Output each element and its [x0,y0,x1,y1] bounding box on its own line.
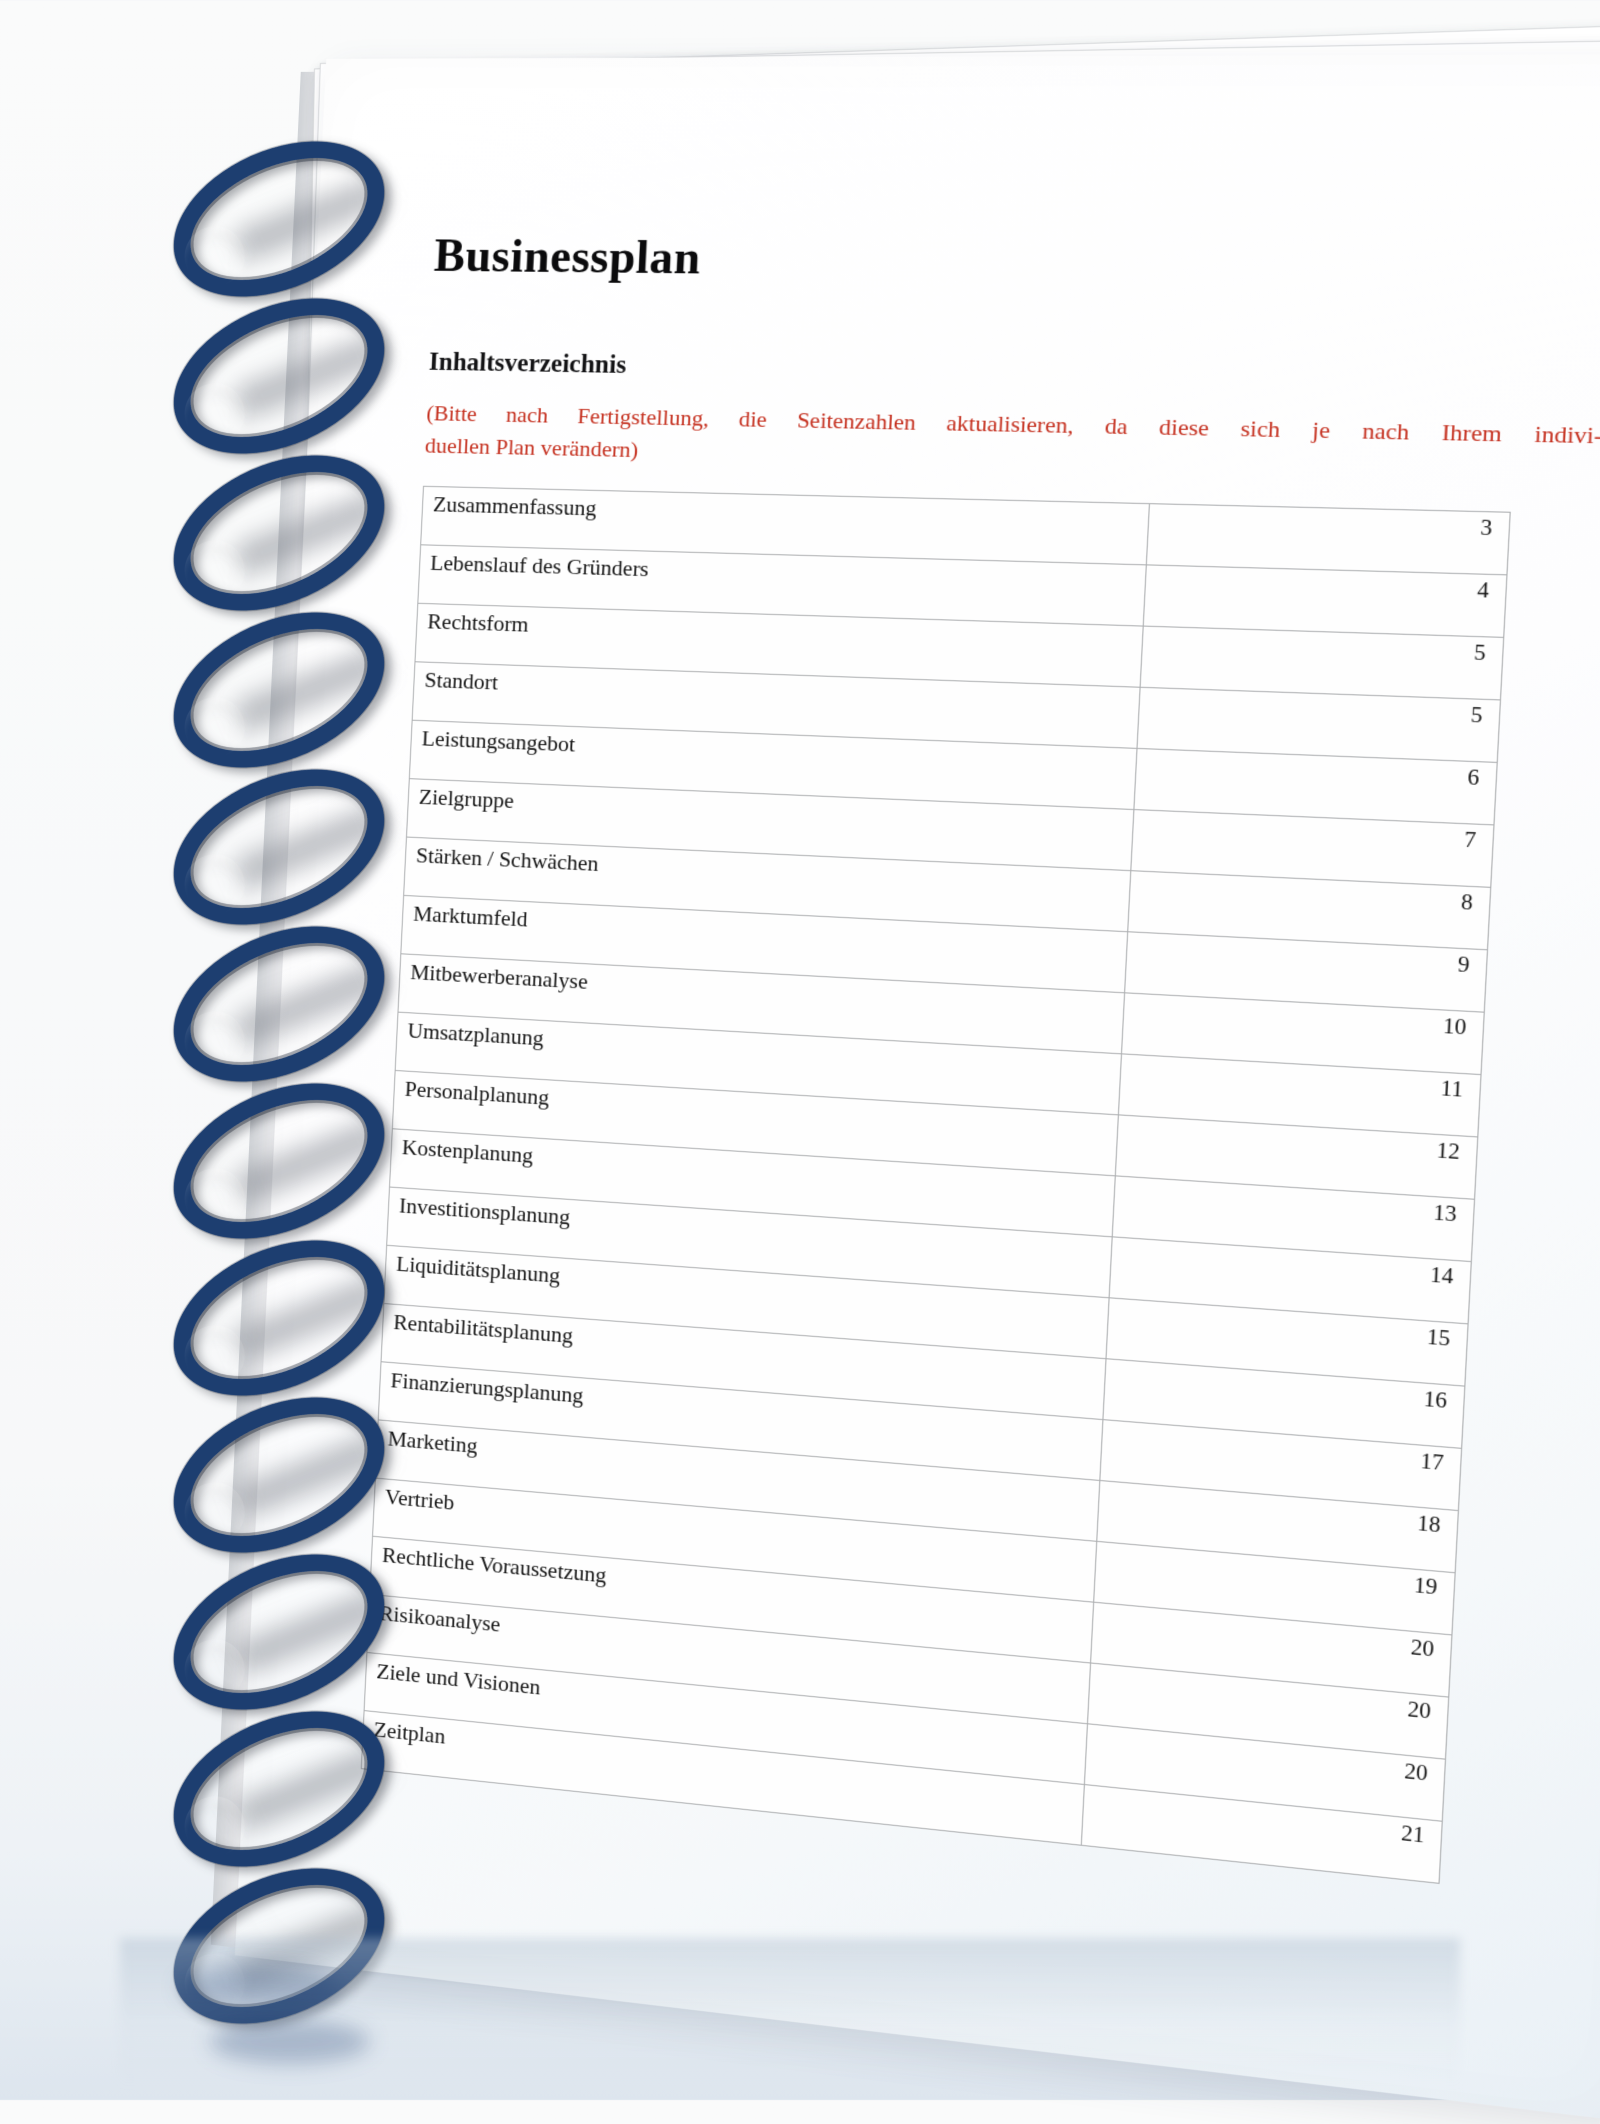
coil-reflection [210,2020,370,2064]
toc-table: Zusammenfassung 3 Lebenslauf des Gründer… [361,486,1511,1884]
toc-heading: Inhaltsverzeichnis [428,348,627,380]
update-note: (Bitte nach Fertigstellung, die Seitenza… [424,397,1600,488]
toc-entry-page: 4 [1143,564,1507,638]
document-mockup: Businessplan Inhaltsverzeichnis (Bitte n… [210,22,1600,2121]
toc-entry-page: 3 [1146,503,1510,575]
toc-table-body: Zusammenfassung 3 Lebenslauf des Gründer… [361,486,1510,1884]
coil-reflection [180,1965,340,2009]
floor-reflection [120,1938,1460,2088]
page-title: Businessplan [432,229,703,284]
front-page: Businessplan Inhaltsverzeichnis (Bitte n… [234,53,1600,2121]
